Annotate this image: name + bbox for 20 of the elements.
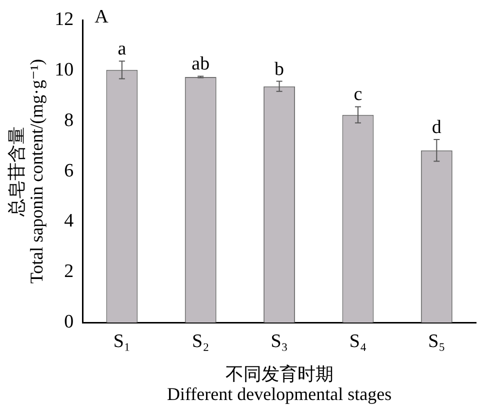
y-tick-label: 0 [64,312,74,333]
annotation: c [354,84,362,106]
x-axis-title: 不同发育时期 Different developmental stages [167,364,392,404]
y-tick-label: 6 [64,160,74,182]
y-axis-title: 总皂苷含量 Total saponin content/(mg·g⁻¹) [6,59,46,284]
y-tick-label: 4 [64,210,74,232]
x-tick-label: S₅ [428,330,446,352]
annotation: b [274,58,284,80]
x-tick-label: S₄ [349,330,367,352]
y-tick-label: 12 [54,8,74,30]
y-tick-label: 10 [54,59,74,80]
y-tick-label: 8 [64,110,74,131]
y-tick-label: 2 [64,261,74,282]
annotation: a [118,38,127,60]
x-tick-label: S₃ [270,330,288,352]
x-tick-label: S₂ [192,330,210,352]
chart-title: A [94,6,109,28]
annotation: d [432,117,442,138]
x-tick-label: S₁ [113,330,131,352]
annotation: ab [192,54,210,75]
